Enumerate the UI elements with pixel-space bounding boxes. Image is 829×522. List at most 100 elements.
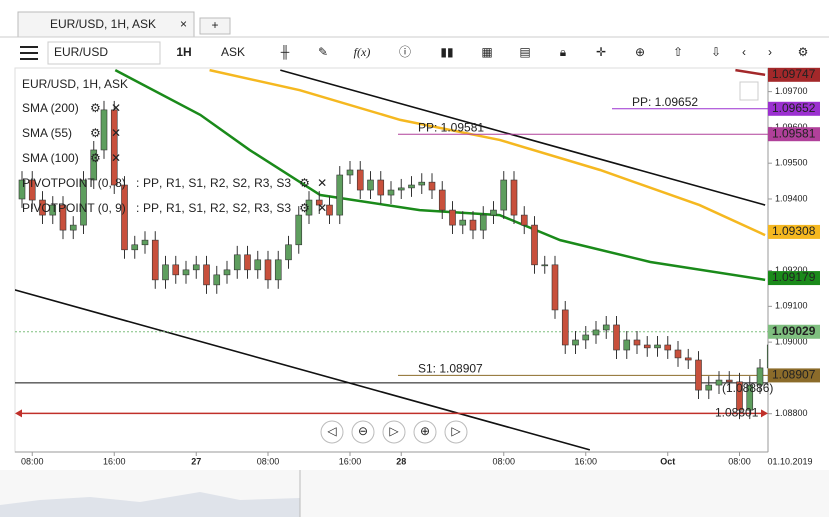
legend-part: PP [143, 176, 159, 190]
legend-title: EUR/USD, 1H, ASK [22, 77, 128, 91]
nav-button[interactable] [351, 420, 375, 444]
interval[interactable]: 1H [176, 45, 191, 59]
candle-body [110, 109, 118, 186]
zoom[interactable]: ⊕ [635, 45, 645, 59]
nav-button[interactable] [413, 420, 437, 444]
legend-remove[interactable]: ✕ [111, 101, 121, 115]
nav-button[interactable] [320, 420, 344, 444]
tab-title: EUR/USD, 1H, ASK [50, 17, 156, 31]
x-tick-label: 08:00 [492, 456, 515, 466]
legend-comma: , [159, 201, 162, 215]
candle-body [397, 187, 405, 191]
legend-part: R2 [210, 201, 226, 215]
legend-remove[interactable]: ✕ [317, 201, 327, 215]
x-tick-label: 16:00 [339, 456, 362, 466]
candle-body [213, 274, 221, 286]
legend-settings[interactable]: ⚙ [90, 101, 101, 115]
price-type[interactable]: ASK [221, 45, 245, 59]
candle-body [500, 179, 508, 211]
candle-body [244, 254, 251, 271]
legend-comma: , [181, 201, 184, 215]
candle-body [479, 214, 487, 231]
sma-line [114, 69, 766, 282]
sma-line [735, 68, 766, 77]
next[interactable]: › [768, 45, 772, 59]
legend-part: S1 [188, 201, 203, 215]
x-tick-label: Oct [660, 456, 675, 466]
x-tick-label: 08:00 [728, 456, 751, 466]
legend-remove[interactable]: ✕ [111, 151, 121, 165]
nav-button[interactable] [382, 420, 406, 444]
candle-body [736, 381, 743, 411]
candle-body [674, 349, 682, 359]
legend-part: R3 [254, 176, 270, 190]
legend-comma: , [203, 201, 206, 215]
candle-body [49, 204, 57, 216]
upload[interactable]: ⇧ [673, 45, 683, 59]
indicators[interactable]: f(x) [354, 45, 371, 59]
candle-body [367, 179, 374, 191]
candle-body [356, 169, 364, 191]
candle-body [69, 224, 77, 231]
candle-body [182, 269, 190, 276]
price-box-label: 1.09029 [772, 324, 816, 338]
candle-body [582, 334, 590, 341]
legend-settings[interactable]: ⚙ [90, 151, 101, 165]
legend-entry: SMA (200) [22, 101, 79, 115]
volume[interactable]: ▮▮ [440, 45, 453, 59]
candle-body [336, 174, 344, 216]
price-box [768, 271, 820, 286]
pivot-label: PP: 1.09652 [632, 95, 698, 109]
lock[interactable]: 🔒︎ [560, 45, 566, 59]
legend-entry: SMA (100) [22, 151, 79, 165]
candle-body [141, 239, 149, 246]
candle-body [572, 339, 579, 346]
new-tab[interactable] [199, 17, 231, 35]
x-tick-label: 27 [191, 456, 201, 466]
legend-entry: PIVOTPOINT (0, 9) [22, 201, 126, 215]
y-tick-label: 1.08800 [775, 408, 808, 418]
candle-body [561, 309, 569, 346]
candle-body [162, 264, 169, 281]
download[interactable]: ⇩ [711, 45, 721, 59]
legend-remove[interactable]: ✕ [111, 126, 121, 140]
candle-body [254, 259, 262, 271]
legend-settings[interactable]: ⚙ [90, 126, 101, 140]
candle-body [613, 324, 620, 351]
price-box [768, 101, 820, 116]
draw-tool[interactable]: ✎ [318, 45, 328, 59]
x-tick-label: 08:00 [257, 456, 280, 466]
price-box-label: 1.09308 [772, 224, 816, 238]
info[interactable]: ⓘ [399, 45, 411, 59]
chart-type[interactable]: ╫ [280, 45, 290, 60]
settings[interactable]: ⚙ [798, 45, 809, 59]
legend-comma: , [247, 201, 250, 215]
legend-settings[interactable]: ⚙ [299, 201, 310, 215]
candle-body [520, 214, 528, 226]
legend-comma: , [247, 176, 250, 190]
crosshair[interactable]: ✛ [596, 45, 606, 59]
candle-body [346, 169, 354, 176]
trend-line [15, 289, 591, 451]
nav-button[interactable] [444, 420, 468, 444]
previous[interactable]: ‹ [742, 45, 746, 59]
candle-body [705, 384, 713, 391]
news[interactable]: ▤ [519, 45, 530, 59]
tab-close[interactable]: × [180, 17, 187, 31]
candle-body [643, 344, 651, 349]
candle-body [100, 109, 108, 151]
expand-button[interactable] [739, 81, 759, 101]
symbol-input[interactable] [47, 41, 161, 65]
price-box-label: 1.09652 [772, 101, 816, 115]
menu-button[interactable] [20, 46, 38, 60]
candle-body [623, 339, 631, 351]
tab[interactable] [17, 11, 195, 38]
candle-body [151, 239, 159, 281]
candle-body [469, 219, 477, 231]
calendar[interactable]: ▦ [481, 45, 492, 59]
trend-line [280, 69, 766, 206]
legend-settings[interactable]: ⚙ [299, 176, 310, 190]
x-tick-label: 16:00 [574, 456, 597, 466]
y-tick-label: 1.09100 [775, 301, 808, 311]
legend-remove[interactable]: ✕ [317, 176, 327, 190]
